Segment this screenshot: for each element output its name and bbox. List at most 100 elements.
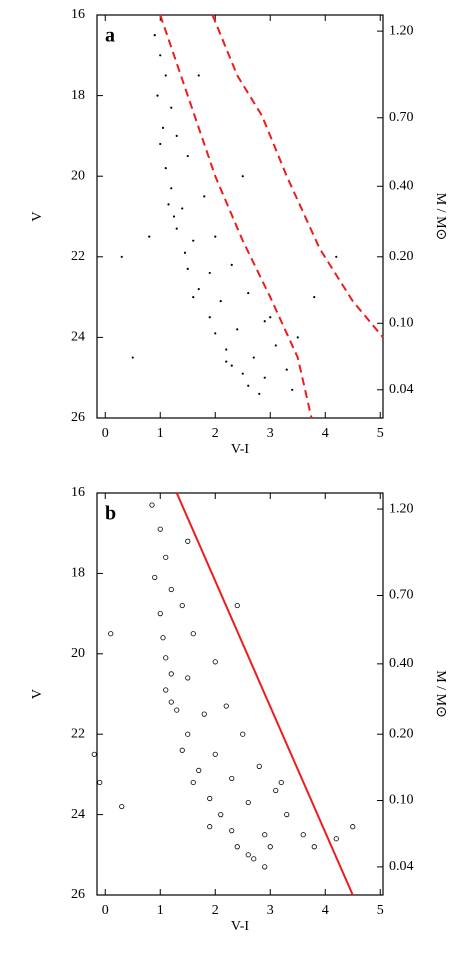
star-point	[190, 631, 196, 637]
star-point	[186, 267, 189, 270]
star-point	[278, 779, 284, 786]
star-point	[164, 74, 167, 77]
star-point	[263, 376, 266, 379]
x-tick-label: 4	[322, 903, 329, 918]
star-point	[163, 554, 169, 560]
star-point	[131, 356, 134, 359]
plot-frame	[96, 14, 384, 419]
x-axis-title: V-I	[231, 442, 249, 457]
star-point	[230, 364, 233, 367]
x-tick-label: 5	[377, 903, 384, 918]
star-point	[203, 195, 206, 198]
star-point	[219, 300, 222, 303]
x-tick-label: 1	[157, 426, 164, 441]
y2-axis-title: M / M⊙	[433, 670, 448, 718]
star-point	[296, 336, 299, 339]
y2-tick-label: 1.20	[389, 23, 414, 38]
star-point	[267, 844, 273, 850]
y-tick-label: 26	[71, 887, 85, 902]
star-point	[245, 852, 251, 858]
star-point	[311, 844, 317, 850]
y-tick-label: 24	[71, 807, 85, 822]
y2-tick-label: 0.20	[389, 726, 414, 741]
star-point	[159, 142, 162, 146]
y2-tick-label: 0.70	[389, 110, 414, 125]
panel-label: a	[105, 25, 115, 47]
y2-tick-label: 0.04	[389, 859, 414, 874]
star-point	[247, 384, 250, 387]
star-point	[153, 34, 156, 37]
y-tick-label: 18	[71, 88, 85, 103]
plot-frame	[96, 492, 384, 896]
star-point	[300, 832, 306, 838]
y-tick-label: 16	[71, 7, 85, 22]
star-point	[313, 296, 316, 299]
star-point	[201, 711, 207, 717]
star-point	[240, 731, 246, 737]
y-axis-title: V	[30, 689, 45, 699]
star-point	[181, 207, 184, 210]
star-point	[273, 787, 279, 794]
y2-tick-label: 0.20	[389, 249, 414, 264]
star-point	[170, 106, 173, 109]
star-point	[247, 291, 250, 295]
star-point	[212, 659, 218, 665]
star-point	[164, 167, 167, 170]
y2-tick-label: 0.04	[389, 382, 414, 397]
star-point	[291, 388, 294, 391]
star-point	[333, 836, 339, 842]
limit-line	[159, 14, 313, 419]
star-point	[258, 392, 261, 395]
star-point	[223, 703, 229, 709]
star-point	[159, 54, 162, 57]
star-point	[179, 747, 185, 753]
star-point	[229, 775, 235, 782]
x-tick-label: 3	[267, 903, 274, 918]
star-point	[245, 799, 251, 806]
star-point	[186, 154, 189, 158]
star-point	[183, 251, 187, 254]
y2-tick-label: 0.70	[389, 588, 414, 603]
star-point	[157, 610, 163, 617]
star-point	[120, 255, 123, 258]
star-point	[185, 675, 191, 681]
y-tick-label: 24	[71, 330, 85, 345]
limit-line	[175, 492, 354, 896]
star-point	[197, 287, 200, 291]
star-point	[234, 844, 240, 850]
star-point	[167, 203, 170, 206]
x-axis-title: V-I	[231, 919, 249, 934]
star-point	[160, 635, 166, 641]
y-tick-label: 20	[71, 168, 85, 183]
star-point	[168, 671, 174, 677]
star-point	[241, 175, 244, 178]
y2-tick-label: 0.40	[389, 656, 414, 671]
star-point	[251, 856, 257, 862]
star-point	[196, 767, 202, 773]
star-point	[170, 187, 173, 190]
y2-tick-label: 0.40	[389, 178, 414, 193]
star-point	[208, 316, 211, 319]
star-point	[284, 811, 290, 818]
star-point	[212, 751, 218, 757]
star-point	[157, 526, 163, 532]
star-point	[350, 824, 356, 830]
star-point	[225, 348, 228, 351]
y-tick-label: 18	[71, 566, 85, 581]
star-point	[108, 631, 114, 637]
y2-axis-title: M / M⊙	[433, 193, 448, 241]
star-point	[285, 368, 288, 371]
star-point	[175, 227, 178, 230]
star-point	[91, 751, 97, 757]
star-point	[263, 320, 266, 323]
x-tick-label: 0	[102, 903, 109, 918]
star-point	[156, 94, 159, 97]
star-point	[208, 271, 211, 275]
star-point	[152, 574, 158, 581]
y-tick-label: 16	[71, 485, 85, 500]
star-point	[172, 215, 176, 218]
star-point	[229, 828, 235, 834]
star-point	[241, 372, 244, 375]
star-point	[230, 263, 233, 266]
